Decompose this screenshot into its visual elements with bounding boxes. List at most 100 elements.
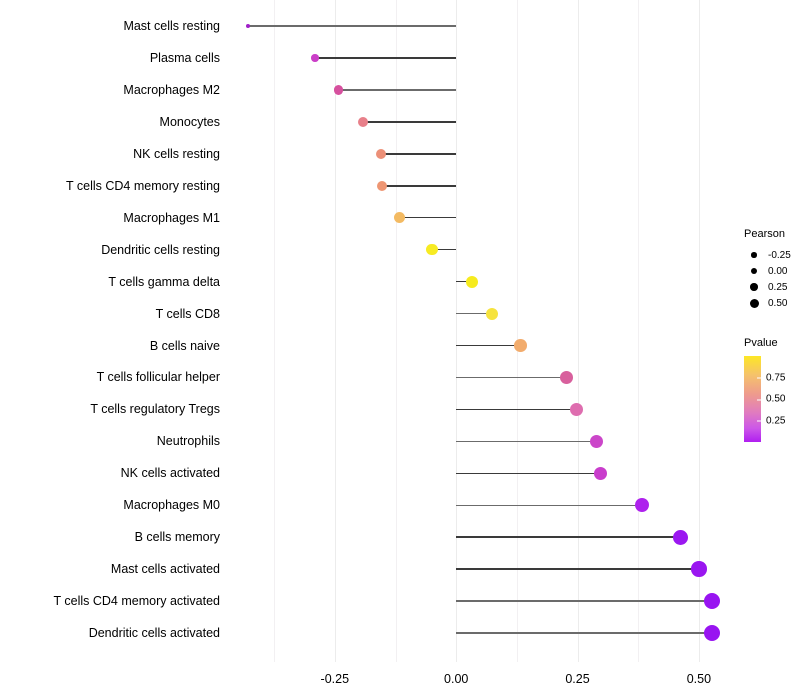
- legend-dot-icon: [750, 283, 758, 291]
- data-point[interactable]: [691, 561, 707, 577]
- lollipop-stem: [456, 312, 493, 315]
- colorbar-tick-label: 0.75: [757, 372, 785, 383]
- data-point[interactable]: [570, 402, 583, 416]
- colorbar-tick-mark: [757, 399, 761, 400]
- legend-size-swatch: [744, 298, 764, 308]
- lollipop-stem: [456, 344, 521, 347]
- data-point[interactable]: [246, 24, 251, 28]
- legend-entry-label: -0.25: [768, 249, 791, 261]
- data-point[interactable]: [375, 148, 387, 159]
- x-axis: -0.25 0.00 0.25 0.50: [228, 662, 728, 700]
- colorbar-tick-labels: 0.75 0.50 0.25: [757, 356, 799, 442]
- data-point[interactable]: [704, 625, 720, 641]
- data-point[interactable]: [358, 116, 368, 127]
- lollipop-stem: [456, 376, 567, 379]
- lollipop-stem: [456, 600, 712, 602]
- y-axis-tick-label: B cells memory: [134, 530, 220, 545]
- legend-dot-icon: [749, 298, 759, 308]
- data-point[interactable]: [593, 466, 608, 480]
- data-point[interactable]: [486, 307, 499, 320]
- data-point[interactable]: [589, 434, 604, 448]
- data-point[interactable]: [634, 498, 649, 513]
- lollipop-stem: [456, 408, 577, 411]
- data-point[interactable]: [311, 54, 319, 62]
- legend-size-swatch: [744, 267, 764, 275]
- y-axis-tick-label: B cells naive: [149, 338, 220, 353]
- x-axis-tick-label: -0.25: [320, 672, 350, 686]
- y-axis-tick-label: Macrophages M0: [123, 498, 220, 513]
- data-point[interactable]: [559, 370, 573, 384]
- gridline-major: [698, 0, 700, 662]
- data-point[interactable]: [704, 593, 720, 610]
- y-axis-tick-label: T cells CD4 memory resting: [66, 178, 220, 193]
- lollipop-stem: [456, 536, 681, 538]
- legend-entry-label: 0.25: [768, 281, 788, 293]
- gridline-minor: [395, 0, 397, 662]
- y-axis-tick-label: Dendritic cells activated: [88, 626, 220, 640]
- y-axis-tick-label: Macrophages M1: [123, 210, 220, 225]
- gridline-minor: [516, 0, 518, 662]
- lollipop-stem: [431, 248, 457, 251]
- lollipop-stem: [338, 89, 457, 91]
- y-axis-tick-label: Monocytes: [159, 114, 220, 129]
- gridline-minor: [638, 0, 640, 662]
- legend-dot-icon: [750, 267, 758, 275]
- legend-entry: 0.25: [744, 279, 800, 295]
- data-point[interactable]: [333, 85, 344, 95]
- y-axis-tick-label: Neutrophils: [156, 434, 220, 449]
- y-axis-tick-label: T cells follicular helper: [96, 370, 220, 385]
- lollipop-stem: [399, 216, 457, 219]
- data-point[interactable]: [466, 275, 479, 288]
- y-axis-tick-label: T cells CD8: [155, 306, 220, 321]
- lollipop-stem: [456, 504, 642, 507]
- pearson-legend-entries: -0.25 0.00 0.25 0.50: [744, 247, 800, 311]
- legend-entry: 0.50: [744, 295, 800, 311]
- lollipop-stem: [380, 153, 457, 155]
- gridline-major: [334, 0, 336, 662]
- y-axis-tick-label: T cells regulatory Tregs: [90, 402, 220, 417]
- y-axis-tick-label: T cells CD4 memory activated: [53, 594, 221, 609]
- colorbar-tick-label: 0.50: [757, 394, 785, 405]
- x-axis-tick-label: 0.25: [565, 672, 590, 686]
- pvalue-legend-title: Pvalue: [744, 337, 778, 349]
- gridline-major: [577, 0, 579, 662]
- lollipop-stem: [456, 568, 699, 570]
- y-axis-tick-label: NK cells resting: [133, 146, 220, 161]
- plot-panel: [228, 0, 728, 662]
- colorbar-tick-label: 0.25: [757, 415, 785, 426]
- data-point[interactable]: [673, 529, 689, 545]
- y-axis-tick-label: Macrophages M2: [123, 82, 220, 97]
- colorbar-tick-mark: [757, 420, 761, 422]
- pvalue-colorbar-legend: Pvalue 0.75 0.50 0.25: [744, 337, 800, 442]
- colorbar-wrap: 0.75 0.50 0.25: [744, 356, 800, 442]
- y-axis-tick-label: NK cells activated: [120, 466, 220, 481]
- lollipop-stem: [456, 472, 601, 475]
- y-axis-tick-label: Dendritic cells resting: [101, 242, 220, 257]
- lollipop-stem: [456, 440, 597, 443]
- legend-dot-icon: [751, 252, 757, 258]
- legend-container: Pearson -0.25 0.00 0.25 0.50 Pvalue 0.75 0.5…: [744, 228, 800, 442]
- y-axis-tick-label: Plasma cells: [149, 51, 220, 65]
- y-axis-tick-label: T cells gamma delta: [108, 274, 220, 289]
- legend-entry: -0.25: [744, 247, 800, 263]
- lollipop-stem: [456, 280, 473, 283]
- data-point[interactable]: [394, 212, 406, 224]
- legend-entry-label: 0.00: [768, 265, 788, 277]
- x-axis-tick-label: 0.00: [444, 672, 469, 686]
- legend-size-swatch: [744, 252, 764, 258]
- data-point[interactable]: [426, 243, 438, 256]
- data-point[interactable]: [376, 180, 388, 191]
- lollipop-stem: [456, 632, 712, 634]
- y-axis-labels: Mast cells resting Plasma cells Macrophage…: [0, 0, 221, 662]
- data-point[interactable]: [514, 339, 527, 352]
- lollipop-stem: [248, 25, 457, 27]
- pearson-size-legend: Pearson -0.25 0.00 0.25 0.50: [744, 228, 800, 311]
- gridline-major: [456, 0, 458, 662]
- y-axis-tick-label: Mast cells activated: [110, 562, 220, 577]
- legend-entry: 0.00: [744, 263, 800, 279]
- lollipop-stem: [363, 121, 457, 123]
- pvalue-colorbar: [744, 356, 761, 442]
- gridline-minor: [274, 0, 276, 662]
- colorbar-tick-mark: [757, 377, 761, 379]
